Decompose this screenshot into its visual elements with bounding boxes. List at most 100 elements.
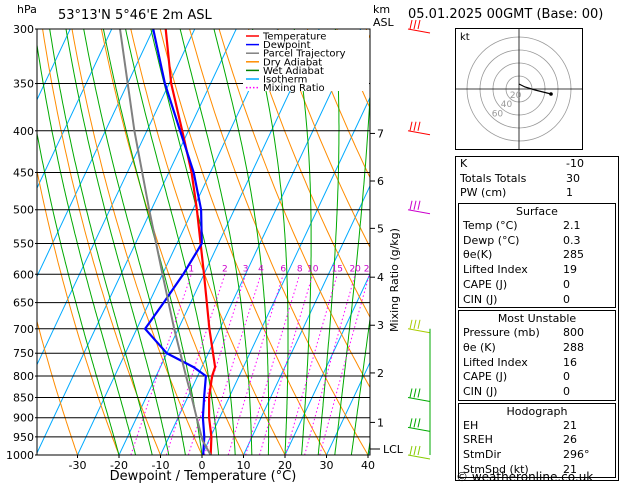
wet-adiabat-line (37, 41, 137, 455)
index-row: CAPE (J) 0 (459, 370, 615, 385)
hodograph-section: Hodograph EH 21 SREH 26 StmDir 296° StmSpd (kt… (458, 402, 616, 479)
lcl-label: LCL (383, 443, 404, 456)
index-value: 19 (563, 263, 577, 277)
temperature-tick-label: 10 (237, 459, 251, 472)
wind-barb-flag (417, 445, 421, 456)
index-row: Totals Totals 30 (456, 172, 618, 187)
index-row: Dewp (°C) 0.3 (459, 234, 615, 249)
wind-barb-flag (409, 200, 413, 210)
index-row: StmSpd (kt) 21 (459, 463, 615, 478)
index-row: StmDir 296° (459, 448, 615, 463)
mixing-ratio-label: 10 (307, 264, 319, 274)
wind-barb-flag (413, 319, 417, 329)
index-value: 16 (563, 355, 577, 369)
datetime-title: 05.01.2025 00GMT (Base: 00) (408, 7, 604, 22)
wind-barb-flag (417, 388, 421, 398)
index-row: PW (cm) 1 (456, 186, 618, 201)
index-key: θe (K) (463, 340, 496, 354)
km-tick-label: 7 (377, 127, 384, 140)
surface-title: Surface (516, 205, 558, 219)
index-key: Dewp (°C) (463, 233, 520, 247)
wind-barb-flag (409, 445, 413, 456)
wind-barb-shaft (407, 454, 431, 460)
index-key: StmSpd (kt) (463, 462, 529, 476)
wind-barb (407, 388, 431, 402)
isotherm-line (242, 184, 370, 455)
index-value: 800 (563, 326, 584, 340)
index-value: 288 (563, 340, 584, 354)
temperature-tick-label: -20 (110, 459, 128, 472)
index-row: Temp (°C) 2.1 (459, 219, 615, 234)
index-value: 21 (563, 418, 577, 432)
index-value: 1 (566, 186, 573, 200)
mixing-ratio-label: 2 (222, 264, 228, 274)
pressure-tick-label: 300 (13, 23, 34, 36)
legend-entry: Isotherm (263, 75, 307, 86)
hodograph-title: Hodograph (506, 404, 568, 418)
pressure-tick-label: 800 (13, 370, 34, 383)
mixing-ratio-label: 3 (243, 264, 249, 274)
mixing-ratio-label: 25 (364, 264, 375, 274)
wind-barb-shaft (407, 28, 431, 34)
index-row: EH 21 (459, 419, 615, 434)
index-value: 2.1 (563, 219, 581, 233)
legend-entry: Dewpoint (263, 40, 311, 51)
index-value: 285 (563, 248, 584, 262)
wind-barb-flag (413, 388, 417, 398)
wind-barb-flag (409, 19, 413, 30)
temperature-tick-label: 30 (320, 459, 334, 472)
pressure-tick-label: 550 (13, 237, 34, 250)
plot-area: 1 2 3 4 6 8 10 15 20 25 (37, 29, 375, 455)
km-tick-label: 6 (377, 175, 384, 188)
index-row: Lifted Index 16 (459, 356, 615, 371)
index-row: CAPE (J) 0 (459, 278, 615, 293)
temperature-tick-label: -30 (69, 459, 87, 472)
index-key: CIN (J) (463, 384, 498, 398)
hodograph-trace (518, 83, 552, 95)
index-key: SREH (463, 433, 493, 447)
wind-barb-flag (409, 418, 413, 428)
pressure-tick-label: 450 (13, 166, 34, 179)
index-key: Pressure (mb) (463, 326, 540, 340)
index-row: SREH 26 (459, 433, 615, 448)
mixing-ratio-label: 20 (349, 264, 361, 274)
wind-barb-flag (417, 319, 421, 329)
index-key: Lifted Index (463, 263, 528, 277)
temperature-tick-label: 20 (278, 459, 292, 472)
legend-entry: Parcel Trajectory (263, 49, 346, 60)
index-row: θe(K) 285 (459, 248, 615, 263)
index-value: 30 (566, 171, 580, 185)
wind-barb-flag (417, 418, 421, 428)
index-key: CIN (J) (463, 292, 498, 306)
temperature-tick-label: 40 (361, 459, 375, 472)
series-dewpoint (143, 29, 208, 455)
footer-credit[interactable]: © weatheronline.co.uk (456, 470, 594, 484)
mixing-ratio-line (245, 274, 301, 455)
unstable-title: Most Unstable (497, 312, 577, 326)
surface-section: Surface Temp (°C) 2.1 Dewp (°C) 0.3 θe(K) 285… (458, 203, 616, 309)
hodograph-ring-label: 40 (501, 100, 513, 110)
top-indices: K -10 Totals Totals 30 PW (cm) 1 (456, 157, 618, 201)
index-key: EH (463, 418, 479, 432)
pressure-tick-label: 400 (13, 125, 34, 138)
index-value: 26 (563, 433, 577, 447)
wind-barb-shaft (407, 209, 431, 215)
pressure-unit-label: hPa (17, 3, 37, 16)
km-tick-label: 2 (377, 367, 384, 380)
index-row: Lifted Index 19 (459, 263, 615, 278)
x-axis-label: Dewpoint / Temperature (°C) (110, 469, 297, 484)
hodograph-unit: kt (460, 32, 470, 43)
index-value: 0 (563, 292, 570, 306)
mixing-ratio-label: 8 (297, 264, 303, 274)
wind-barb-flag (409, 319, 413, 329)
wind-barb-flag (417, 200, 421, 210)
mixing-ratio-label: 4 (258, 264, 264, 274)
hodograph-end-marker (549, 92, 553, 96)
pressure-tick-label: 350 (13, 78, 34, 91)
km-tick-label: 3 (377, 319, 384, 332)
isotherm-line (284, 273, 370, 455)
temperature-tick-label: -10 (152, 459, 170, 472)
isotherm-line (325, 361, 370, 455)
